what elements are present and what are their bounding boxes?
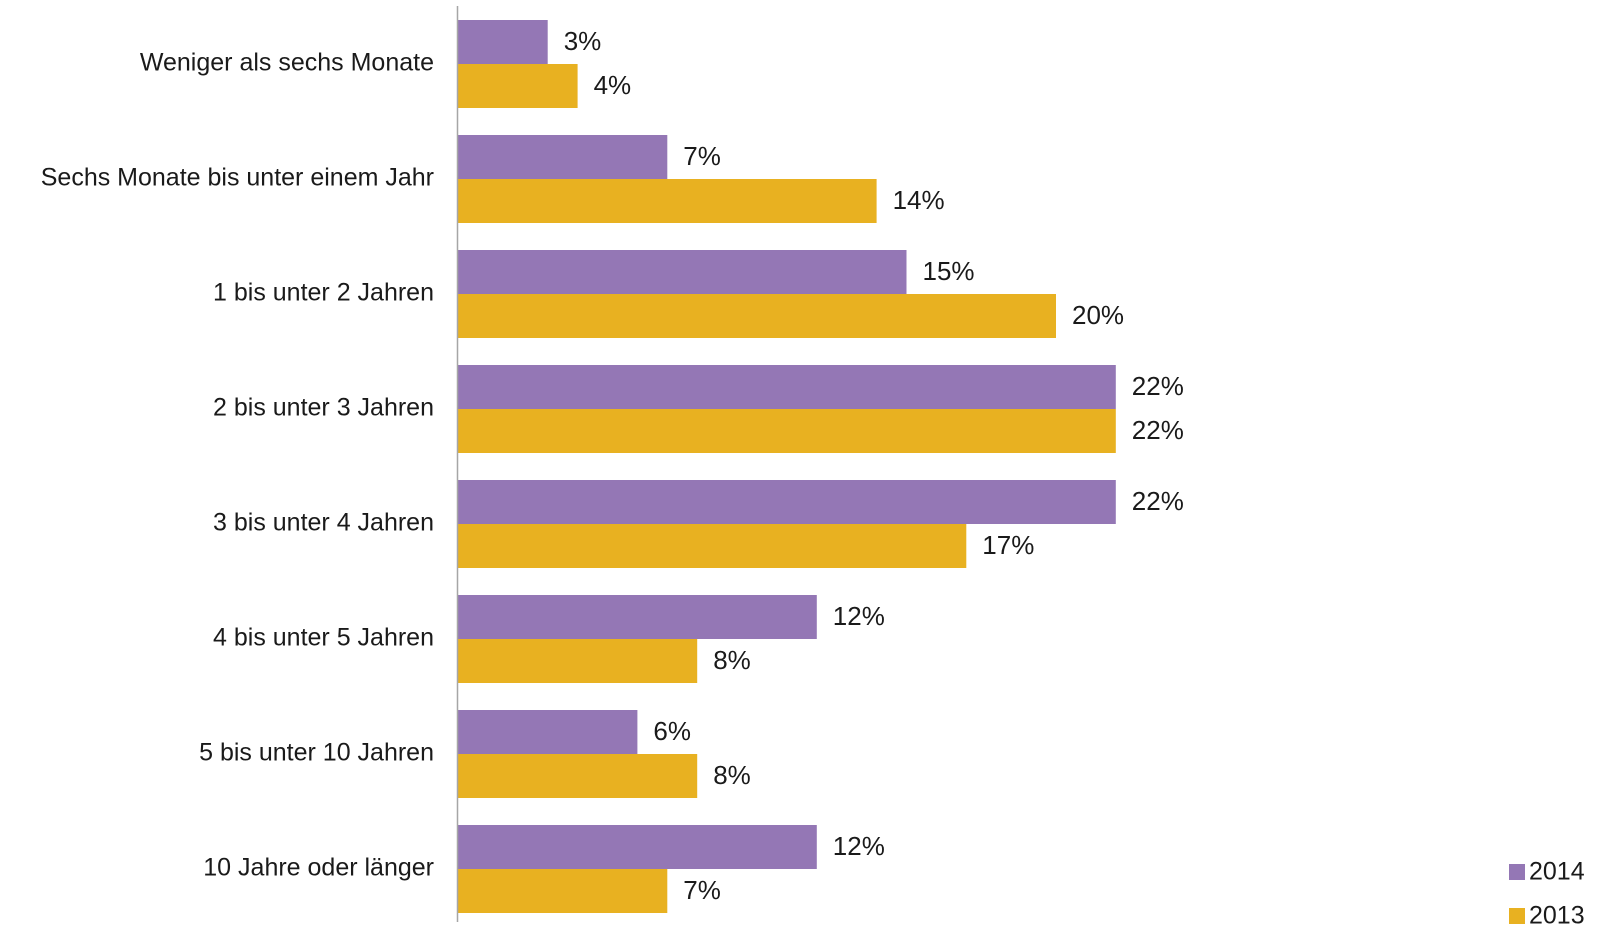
- bars: [458, 20, 1116, 913]
- bar-2014-3-bis-unter-4-jahren: [458, 480, 1116, 524]
- legend-label-2014: 2014: [1529, 858, 1585, 886]
- legend-label-2013: 2013: [1529, 902, 1585, 927]
- category-label-10-jahre-oder-laenger: 10 Jahre oder länger: [203, 854, 434, 882]
- value-label-2014-2-bis-unter-3-jahren: 22%: [1132, 371, 1184, 401]
- value-label-2014-5-bis-unter-10-jahren: 6%: [653, 716, 691, 746]
- value-label-2014-1-bis-unter-2-jahren: 15%: [923, 256, 975, 286]
- bar-2014-10-jahre-oder-laenger: [458, 825, 817, 869]
- legend-swatch-2014: [1509, 864, 1525, 880]
- category-label-4-bis-unter-5-jahren: 4 bis unter 5 Jahren: [213, 624, 434, 652]
- value-label-2013-1-bis-unter-2-jahren: 20%: [1072, 300, 1124, 330]
- bar-2013-10-jahre-oder-laenger: [458, 869, 668, 913]
- value-label-2013-4-bis-unter-5-jahren: 8%: [713, 645, 751, 675]
- value-label-2013-5-bis-unter-10-jahren: 8%: [713, 760, 751, 790]
- value-label-2013-10-jahre-oder-laenger: 7%: [683, 875, 721, 905]
- bar-2013-4-bis-unter-5-jahren: [458, 639, 698, 683]
- bar-2014-sechs-monate-bis-unter-einem-jahr: [458, 135, 668, 179]
- category-label-sechs-monate-bis-unter-einem-jahr: Sechs Monate bis unter einem Jahr: [41, 164, 434, 192]
- bar-2013-3-bis-unter-4-jahren: [458, 524, 967, 568]
- bar-2014-2-bis-unter-3-jahren: [458, 365, 1116, 409]
- value-labels: 3% 4% 7% 14% 15% 20% 22% 22% 22% 17% 12% 8% 6% 8% 12% 7…: [564, 26, 1184, 905]
- bar-2014-5-bis-unter-10-jahren: [458, 710, 638, 754]
- bar-2013-5-bis-unter-10-jahren: [458, 754, 698, 798]
- bar-2013-1-bis-unter-2-jahren: [458, 294, 1056, 338]
- bar-2014-weniger-als-sechs-monate: [458, 20, 548, 64]
- value-label-2013-sechs-monate-bis-unter-einem-jahr: 14%: [893, 185, 945, 215]
- bar-2013-sechs-monate-bis-unter-einem-jahr: [458, 179, 877, 223]
- category-label-3-bis-unter-4-jahren: 3 bis unter 4 Jahren: [213, 509, 434, 537]
- bar-2014-4-bis-unter-5-jahren: [458, 595, 817, 639]
- category-label-weniger-als-sechs-monate: Weniger als sechs Monate: [140, 49, 434, 77]
- value-label-2013-2-bis-unter-3-jahren: 22%: [1132, 415, 1184, 445]
- value-label-2013-weniger-als-sechs-monate: 4%: [594, 70, 632, 100]
- bar-2013-2-bis-unter-3-jahren: [458, 409, 1116, 453]
- category-label-1-bis-unter-2-jahren: 1 bis unter 2 Jahren: [213, 279, 434, 307]
- value-label-2014-4-bis-unter-5-jahren: 12%: [833, 601, 885, 631]
- category-label-5-bis-unter-10-jahren: 5 bis unter 10 Jahren: [199, 739, 434, 767]
- category-labels: Weniger als sechs Monate Sechs Monate bis…: [41, 49, 434, 882]
- bar-2014-1-bis-unter-2-jahren: [458, 250, 907, 294]
- legend: 2014 2013: [1509, 858, 1585, 927]
- value-label-2014-3-bis-unter-4-jahren: 22%: [1132, 486, 1184, 516]
- value-label-2013-3-bis-unter-4-jahren: 17%: [982, 530, 1034, 560]
- value-label-2014-weniger-als-sechs-monate: 3%: [564, 26, 602, 56]
- bar-2013-weniger-als-sechs-monate: [458, 64, 578, 108]
- value-label-2014-sechs-monate-bis-unter-einem-jahr: 7%: [683, 141, 721, 171]
- value-label-2014-10-jahre-oder-laenger: 12%: [833, 831, 885, 861]
- category-label-2-bis-unter-3-jahren: 2 bis unter 3 Jahren: [213, 394, 434, 422]
- legend-swatch-2013: [1509, 908, 1525, 924]
